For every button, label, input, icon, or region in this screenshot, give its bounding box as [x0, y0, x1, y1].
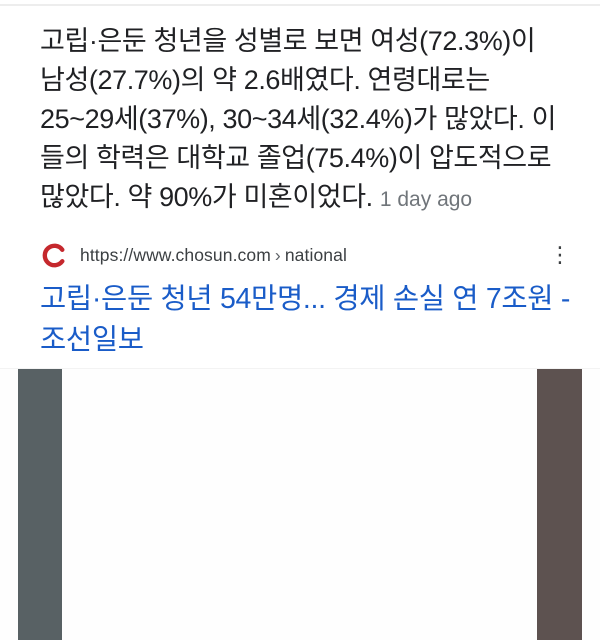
image-left-strip [18, 369, 62, 640]
image-right-strip [537, 369, 582, 640]
result-url-row[interactable]: https://www.chosun.com › national [42, 241, 347, 269]
embedded-article-image[interactable]: ○(성별/연령) 여성 비율(72.3%)이 남성의 약 2.6배. 연령은 2… [0, 368, 600, 640]
more-options-icon[interactable]: ⋮ [549, 242, 571, 267]
result-timestamp: 1 day ago [379, 188, 473, 211]
result-url: https://www.chosun.com › national [80, 245, 347, 266]
result-snippet: 고립·은둔 청년을 성별로 보면 여성(72.3%)이 남성(27.7%)의 약… [40, 22, 560, 219]
top-divider [0, 4, 600, 6]
result-title-link[interactable]: 고립·은둔 청년 54만명... 경제 손실 연 7조원 - 조선일보 [40, 283, 571, 356]
snippet-text: 고립·은둔 청년을 성별로 보면 여성(72.3%)이 남성(27.7%)의 약… [40, 26, 557, 212]
breadcrumb-separator: › [274, 244, 281, 265]
result-domain: https://www.chosun.com [80, 244, 271, 265]
chosun-favicon-icon [42, 243, 65, 267]
breadcrumb: national [284, 244, 347, 265]
